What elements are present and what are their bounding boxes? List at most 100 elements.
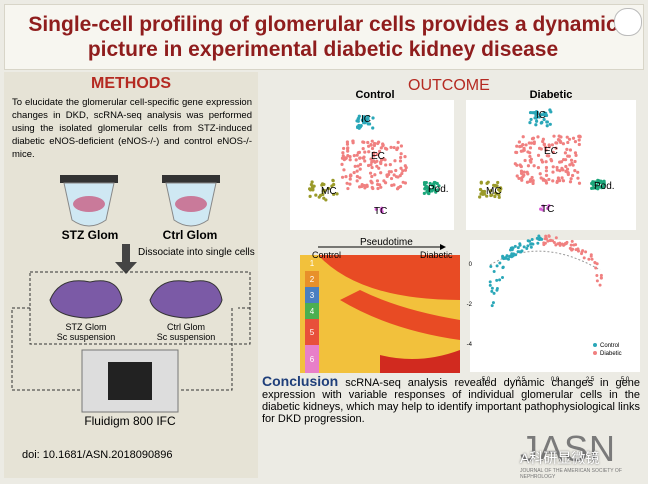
y-tick-label: -4 (467, 342, 473, 348)
dot (352, 153, 356, 158)
dot (561, 142, 565, 146)
dot (495, 278, 499, 282)
dot (378, 183, 382, 187)
dot (345, 142, 350, 146)
dot (559, 135, 563, 139)
zoom-icon[interactable] (614, 8, 642, 36)
dot (488, 283, 492, 287)
dot (558, 160, 562, 164)
dot (534, 119, 539, 123)
dot (321, 192, 325, 197)
dot (362, 140, 366, 144)
conclusion-text: scRNA-seq analysis revealed dynamic chan… (262, 377, 640, 425)
dot (345, 181, 349, 185)
dot (524, 143, 528, 147)
dot (510, 252, 514, 256)
dot (522, 170, 526, 174)
dot (422, 181, 427, 185)
dot (332, 192, 336, 196)
dot (387, 170, 391, 174)
dot (528, 120, 532, 125)
dot (574, 153, 578, 157)
dot (576, 176, 580, 180)
dot (495, 264, 499, 268)
dot (545, 120, 549, 124)
dot (356, 125, 360, 130)
dot (548, 122, 552, 126)
dot (358, 162, 363, 167)
dot (377, 149, 382, 153)
row-label: 6 (310, 355, 315, 364)
dot (556, 137, 561, 142)
cluster-label: EC (544, 146, 558, 157)
cluster-label: MC (486, 186, 502, 197)
dot (541, 204, 545, 208)
cluster-label: MC (321, 186, 337, 197)
row-bar (305, 303, 319, 319)
dot (547, 204, 551, 208)
tsne-title: Diabetic (530, 89, 573, 101)
dot (531, 136, 536, 140)
dot (376, 141, 380, 146)
dot (519, 164, 523, 168)
suspension-line: STZ Glom (65, 322, 107, 332)
dot (403, 164, 407, 168)
dot (496, 187, 501, 192)
dot (519, 149, 523, 153)
dot (486, 180, 490, 184)
dot (356, 116, 361, 121)
dot (573, 140, 578, 144)
dot (547, 234, 551, 238)
dot (308, 194, 312, 199)
dot (395, 187, 400, 191)
dot (544, 169, 548, 173)
dot (372, 154, 376, 158)
dot (351, 139, 355, 143)
row-label: 5 (310, 328, 315, 337)
dot (513, 244, 517, 248)
dot (515, 174, 519, 178)
dot (392, 145, 396, 150)
dot (348, 155, 352, 159)
cluster-label: Pod. (594, 181, 615, 192)
dot (563, 151, 567, 155)
dot (424, 184, 428, 188)
dot (358, 125, 363, 129)
dot (501, 265, 505, 269)
dot (565, 240, 569, 244)
dot (390, 183, 394, 187)
dot (310, 180, 314, 184)
dot (568, 163, 572, 167)
title-line: Single-cell profiling of glomerular cell… (28, 13, 618, 36)
dot (515, 144, 519, 148)
dot (558, 139, 563, 144)
dot (584, 250, 588, 254)
heatmap-axis: Pseudotime (360, 237, 413, 248)
dot (488, 280, 492, 284)
dot (529, 141, 534, 145)
dot (554, 243, 558, 247)
dot (355, 179, 359, 183)
dot (537, 146, 542, 150)
dot (522, 146, 526, 150)
dot (567, 137, 572, 141)
cluster-label: Pod. (428, 184, 449, 195)
dot (330, 184, 334, 188)
dot (547, 177, 551, 182)
dot (558, 169, 562, 173)
dot (403, 181, 408, 185)
dot (340, 162, 344, 166)
dot (528, 177, 533, 182)
tsne-title: Control (355, 89, 394, 101)
dot (355, 153, 359, 157)
dot (366, 163, 371, 168)
dot (345, 140, 349, 144)
dot (526, 244, 530, 248)
dot (594, 186, 598, 190)
dot (365, 119, 369, 123)
dot (569, 158, 574, 162)
dot (348, 177, 352, 181)
dot (403, 168, 408, 172)
dot (517, 140, 521, 144)
dot (571, 136, 576, 140)
